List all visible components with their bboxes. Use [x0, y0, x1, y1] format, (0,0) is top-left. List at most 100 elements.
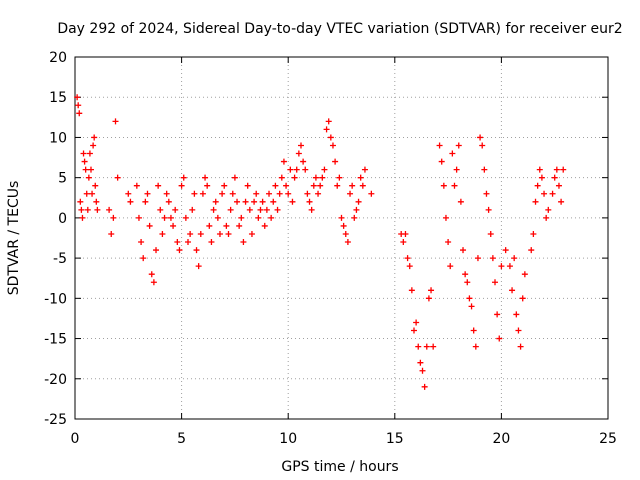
y-tick-label: 10: [49, 130, 67, 146]
data-point: [127, 198, 134, 205]
data-point: [445, 239, 452, 246]
data-point: [355, 198, 362, 205]
data-point: [368, 190, 375, 197]
data-point: [285, 190, 292, 197]
y-tick-label: -15: [44, 332, 67, 348]
data-point: [417, 359, 424, 366]
data-point: [268, 214, 275, 221]
data-points: [74, 94, 567, 390]
data-point: [90, 142, 97, 149]
data-point: [87, 166, 94, 173]
data-point: [257, 206, 264, 213]
data-point: [338, 214, 345, 221]
data-point: [165, 198, 172, 205]
data-point: [184, 239, 191, 246]
data-point: [189, 206, 196, 213]
data-point: [191, 190, 198, 197]
data-point: [517, 343, 524, 350]
data-point: [295, 150, 302, 157]
data-point: [278, 174, 285, 181]
data-point: [266, 190, 273, 197]
data-point: [84, 206, 91, 213]
data-point: [270, 198, 277, 205]
data-point: [110, 214, 117, 221]
data-point: [114, 174, 121, 181]
data-point: [509, 287, 516, 294]
data-point: [558, 198, 565, 205]
data-point: [197, 230, 204, 237]
data-point: [259, 198, 266, 205]
data-point: [319, 174, 326, 181]
data-point: [187, 230, 194, 237]
data-point: [253, 190, 260, 197]
data-point: [81, 158, 88, 165]
data-point: [423, 343, 430, 350]
axis-ticks: [74, 56, 609, 420]
data-point: [541, 190, 548, 197]
data-point: [551, 174, 558, 181]
x-tick-label: 10: [279, 431, 297, 447]
data-point: [89, 190, 96, 197]
data-point: [182, 214, 189, 221]
data-point: [329, 142, 336, 149]
data-point: [161, 214, 168, 221]
data-point: [204, 182, 211, 189]
data-point: [297, 142, 304, 149]
data-point: [449, 150, 456, 157]
data-point: [327, 134, 334, 141]
data-point: [140, 255, 147, 262]
data-point: [413, 319, 420, 326]
y-tick-label: 0: [58, 211, 67, 227]
data-point: [150, 279, 157, 286]
data-point: [479, 142, 486, 149]
data-point: [555, 182, 562, 189]
data-point: [283, 182, 290, 189]
data-point: [494, 311, 501, 318]
data-point: [462, 271, 469, 278]
x-tick-label: 15: [386, 431, 404, 447]
data-point: [157, 206, 164, 213]
data-point: [227, 206, 234, 213]
data-point: [538, 174, 545, 181]
data-point: [221, 182, 228, 189]
data-point: [77, 198, 84, 205]
data-point: [238, 214, 245, 221]
y-tick-label: 5: [58, 171, 67, 187]
data-point: [202, 174, 209, 181]
data-point: [280, 158, 287, 165]
data-point: [78, 206, 85, 213]
data-point: [457, 198, 464, 205]
data-point: [146, 222, 153, 229]
data-point: [496, 335, 503, 342]
data-point: [212, 198, 219, 205]
data-point: [106, 206, 113, 213]
data-point: [176, 247, 183, 254]
data-point: [300, 158, 307, 165]
data-point: [453, 166, 460, 173]
data-point: [481, 166, 488, 173]
plot-frame: [74, 56, 609, 420]
data-point: [440, 182, 447, 189]
data-point: [534, 182, 541, 189]
y-tick-label: -10: [44, 291, 67, 307]
data-point: [135, 214, 142, 221]
data-point: [406, 263, 413, 270]
data-point: [438, 158, 445, 165]
data-point: [91, 134, 98, 141]
data-point: [466, 295, 473, 302]
data-point: [82, 166, 89, 173]
data-point: [344, 239, 351, 246]
data-point: [163, 190, 170, 197]
x-tick-label: 5: [177, 431, 186, 447]
data-point: [532, 198, 539, 205]
data-point: [483, 190, 490, 197]
data-point: [86, 150, 93, 157]
data-point: [451, 182, 458, 189]
data-point: [261, 222, 268, 229]
data-point: [332, 158, 339, 165]
data-point: [83, 190, 90, 197]
data-point: [321, 166, 328, 173]
data-point: [170, 222, 177, 229]
data-point: [553, 166, 560, 173]
data-point: [492, 279, 499, 286]
